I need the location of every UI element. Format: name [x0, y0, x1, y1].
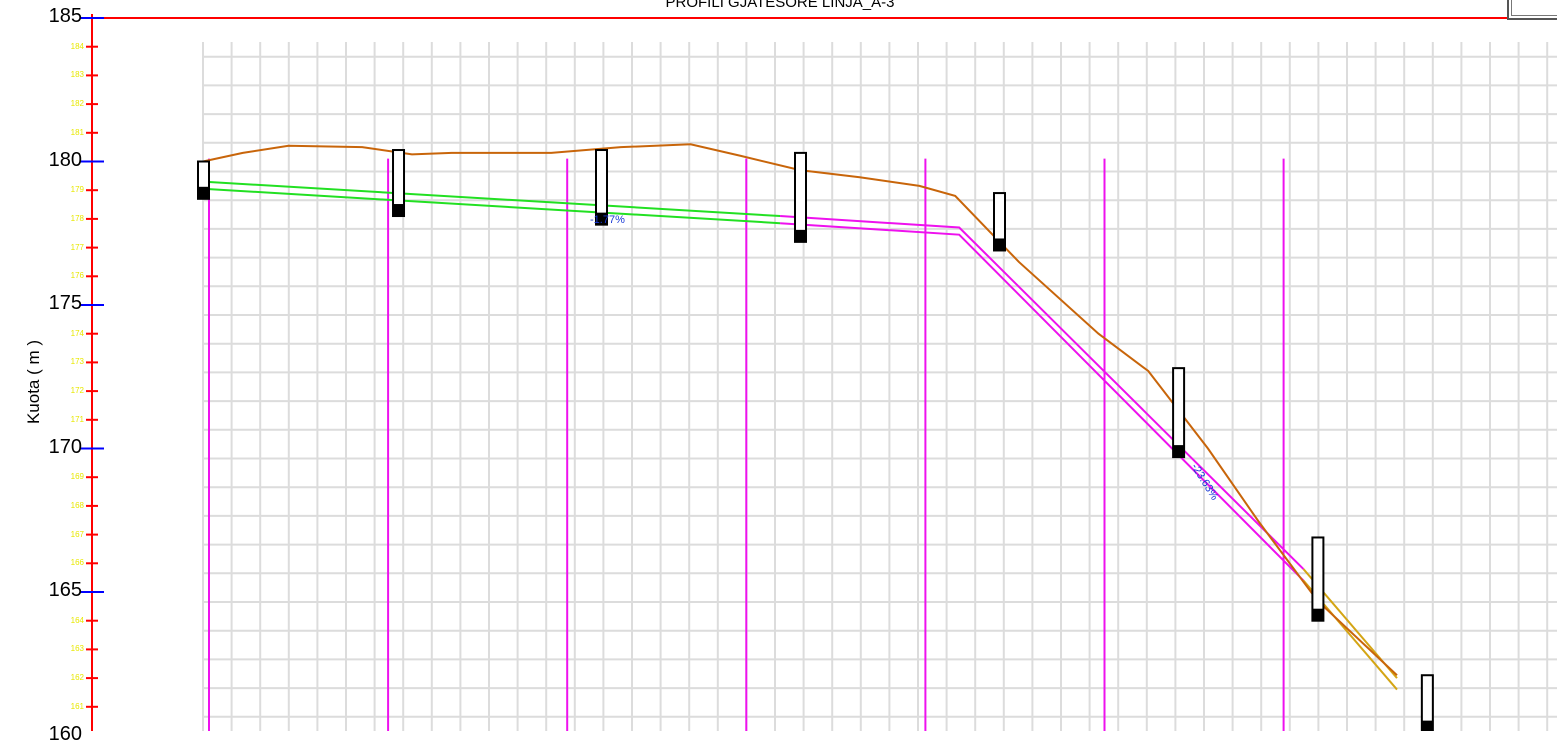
- minor-tick-label: 172: [70, 386, 84, 396]
- minor-tick-label: 162: [70, 673, 84, 683]
- profile-canvas: [80, 14, 1557, 731]
- minor-tick-label: 178: [70, 213, 84, 223]
- major-tick-label: 165: [48, 579, 82, 601]
- manhole-base: [1312, 608, 1324, 621]
- minor-tick-label: 176: [70, 271, 84, 281]
- minor-tick-label: 171: [70, 414, 84, 424]
- minor-tick-label: 181: [70, 127, 84, 137]
- y-axis-label: Kuota ( m ): [24, 339, 43, 425]
- minor-tick-label: 164: [70, 615, 84, 625]
- major-tick-label: 185: [48, 5, 82, 27]
- pipe-top-steep: [780, 215, 1305, 570]
- minor-tick-label: 182: [70, 99, 84, 109]
- manhole-base: [393, 204, 405, 217]
- minor-tick-label: 163: [70, 644, 84, 654]
- minor-tick-label: 184: [70, 41, 84, 51]
- manhole-shaft: [1420, 674, 1434, 731]
- major-tick-label: 175: [48, 292, 82, 314]
- minor-tick-label: 173: [70, 357, 84, 367]
- manhole-base: [795, 229, 806, 242]
- minor-tick-label: 183: [70, 70, 84, 80]
- manhole-shaft: [1311, 536, 1325, 622]
- major-tick-label: 180: [48, 148, 82, 171]
- pipe-bottom-steep: [780, 222, 1305, 582]
- minor-tick-label: 161: [70, 701, 84, 711]
- slope-label: -1.77%: [590, 214, 625, 226]
- minor-tick-label: 167: [70, 529, 84, 539]
- minor-tick-label: 179: [70, 185, 84, 195]
- minor-tick-label: 174: [70, 328, 84, 338]
- manhole-base: [994, 238, 1005, 251]
- minor-tick-label: 166: [70, 558, 84, 568]
- manhole-shaft: [794, 151, 807, 243]
- manhole-base: [596, 212, 607, 225]
- pipe-bottom-gentle: [202, 187, 781, 225]
- major-tick-label: 170: [48, 435, 82, 458]
- minor-tick-label: 169: [70, 472, 84, 482]
- major-tick-label: 160: [48, 722, 82, 745]
- pipe-top-gentle: [202, 180, 781, 218]
- page-title: PROFILI GJATESORE LINJA_A-3: [665, 0, 895, 11]
- manhole-shaft: [595, 149, 608, 226]
- legend-box: [1507, 0, 1557, 20]
- manhole-base: [1421, 720, 1433, 731]
- manhole-base: [198, 186, 209, 199]
- manhole-base: [1173, 445, 1185, 458]
- minor-tick-label: 168: [70, 500, 84, 510]
- manhole-shaft: [1172, 367, 1186, 459]
- minor-tick-label: 177: [70, 242, 84, 252]
